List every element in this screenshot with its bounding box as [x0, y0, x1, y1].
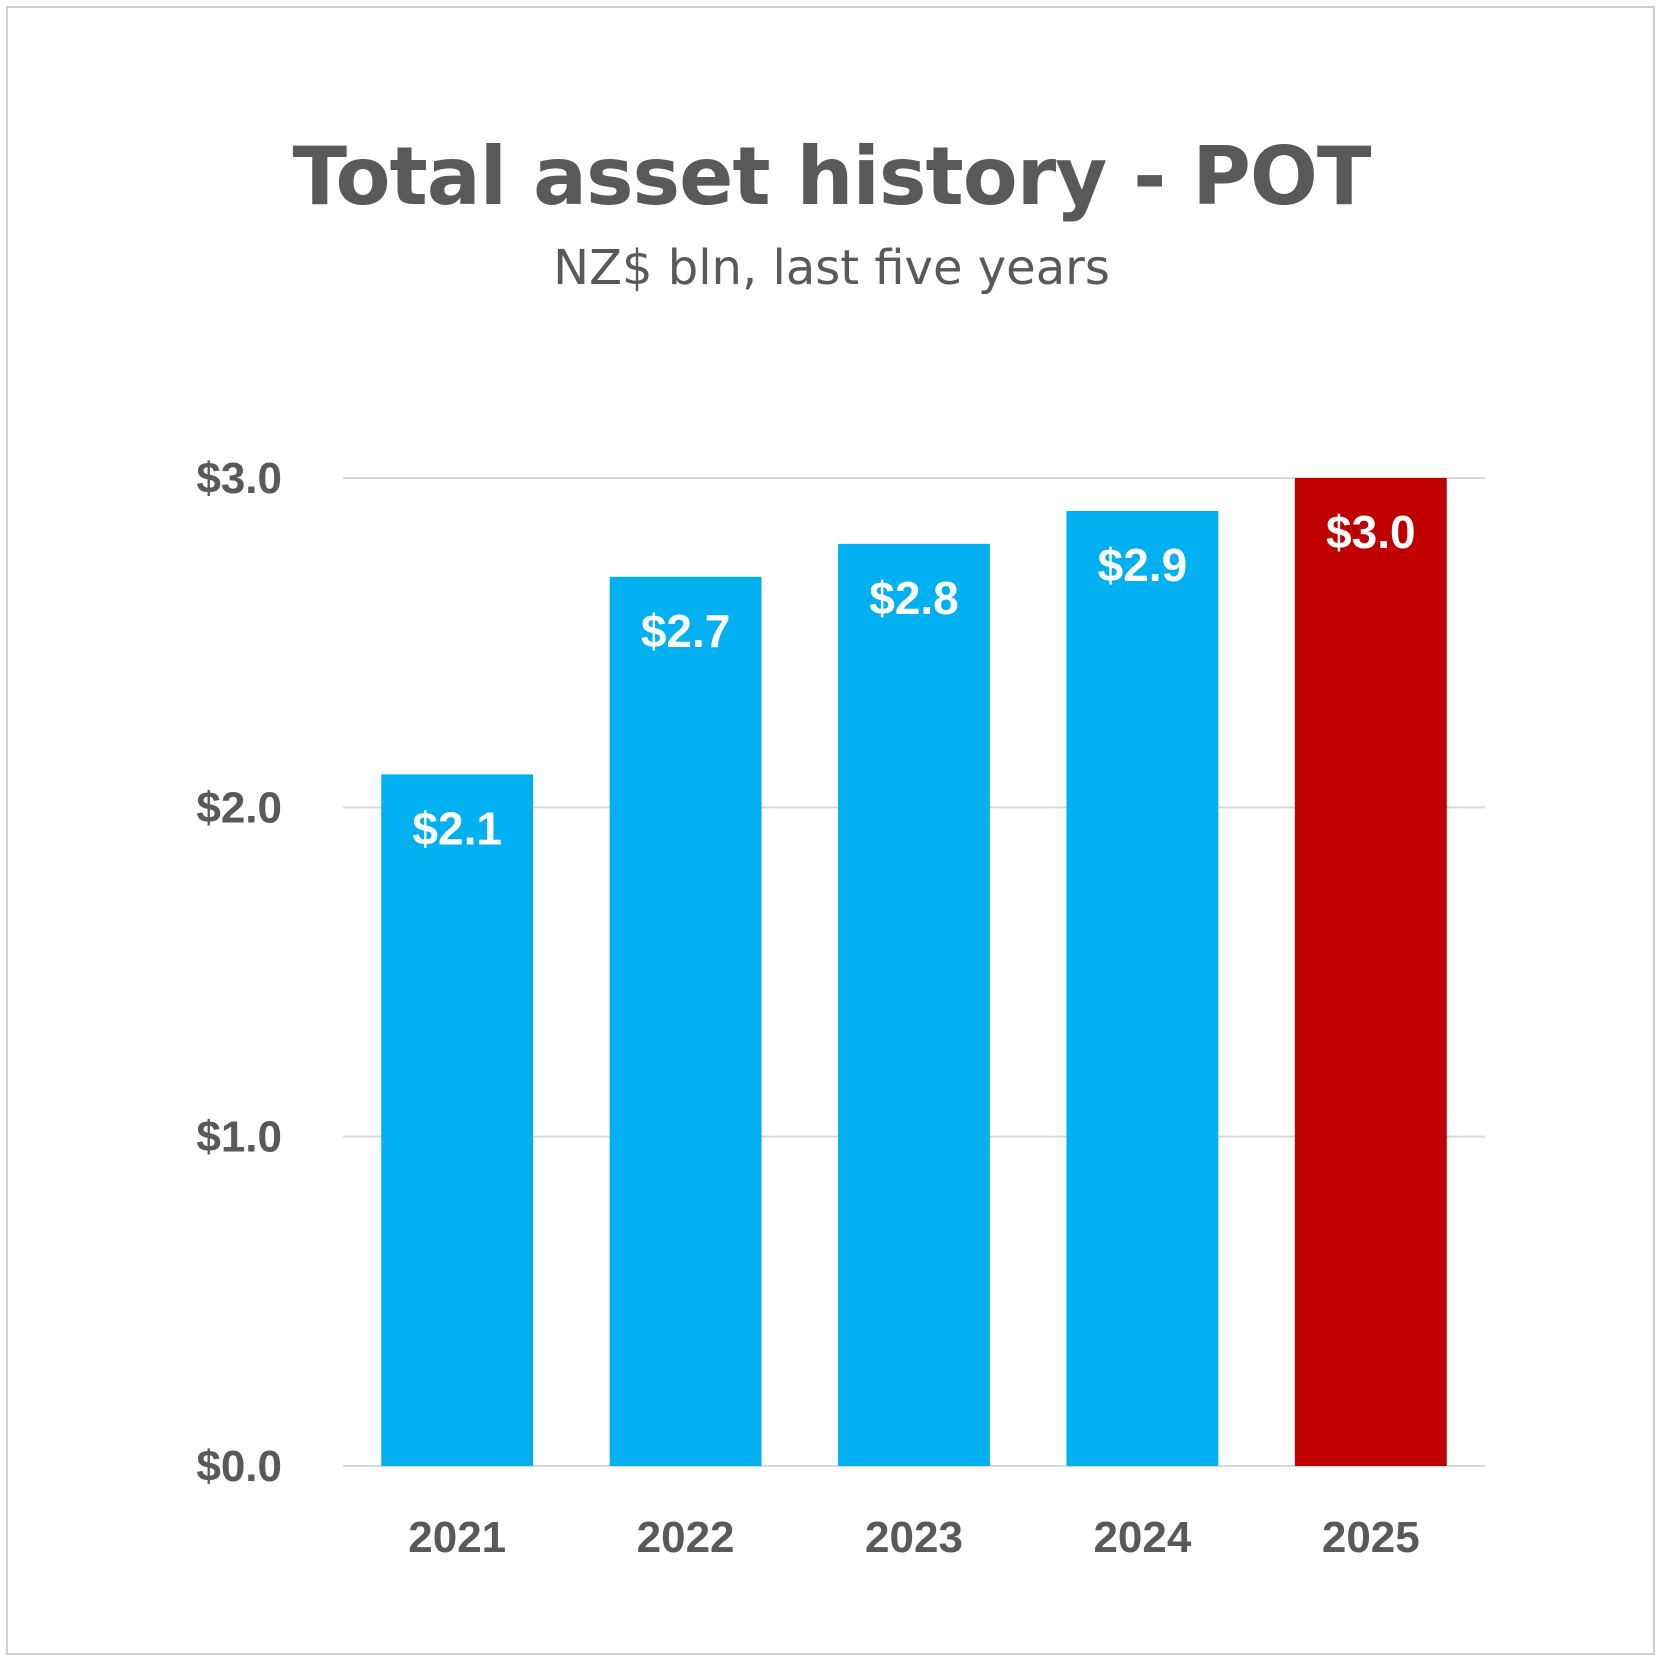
chart-title: Total asset history - POT: [292, 130, 1372, 223]
x-tick-label: 2021: [408, 1513, 506, 1562]
x-tick-label: 2022: [637, 1513, 735, 1562]
bar-2024: [1066, 510, 1219, 1466]
data-label: $2.8: [869, 572, 959, 624]
bar-2023: [838, 543, 990, 1466]
y-tick-label: $2.0: [196, 783, 282, 832]
bars: [381, 478, 1447, 1466]
data-labels: $2.1 $2.7 $2.8 $2.9 $3.0: [412, 506, 1415, 854]
bar-2025: [1294, 478, 1447, 1466]
x-axis: 2021 2022 2023 2024 2025: [408, 1513, 1419, 1562]
bar-2021: [381, 774, 534, 1466]
y-tick-label: $0.0: [196, 1442, 282, 1491]
data-label: $2.7: [641, 605, 731, 657]
y-tick-label: $1.0: [196, 1113, 282, 1162]
x-tick-label: 2024: [1093, 1513, 1191, 1562]
y-axis: $0.0 $1.0 $2.0 $3.0: [196, 454, 282, 1491]
chart-subtitle: NZ$ bln, last five years: [553, 240, 1110, 296]
bar-2022: [609, 576, 762, 1466]
x-tick-label: 2025: [1322, 1513, 1420, 1562]
x-tick-label: 2023: [865, 1513, 963, 1562]
data-label: $2.9: [1098, 539, 1188, 591]
y-tick-label: $3.0: [196, 454, 282, 503]
data-label: $2.1: [412, 802, 502, 854]
data-label: $3.0: [1326, 506, 1416, 558]
